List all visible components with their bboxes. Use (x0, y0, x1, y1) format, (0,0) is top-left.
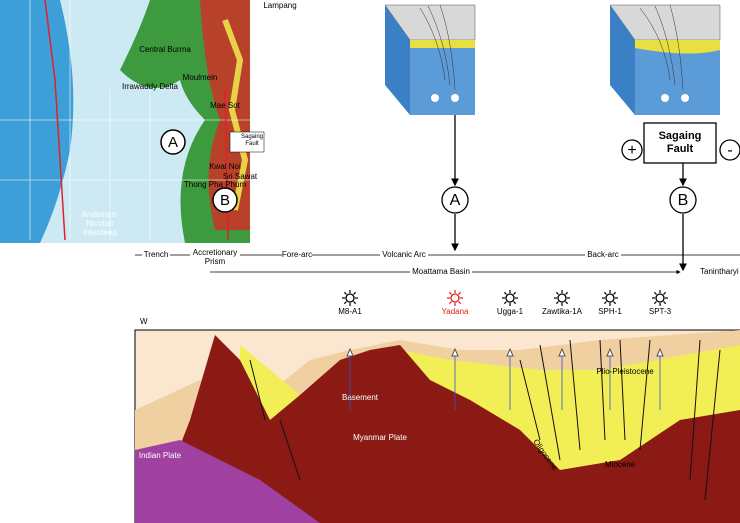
map-label: Irrawaddy Delta (122, 82, 179, 91)
fault-box-label: Sagaing Fault (645, 130, 715, 156)
well-ray (654, 302, 656, 304)
well-ray (556, 292, 558, 294)
map-label: Mae Sot (210, 101, 241, 110)
block-diagram (385, 5, 720, 115)
well-symbol (346, 294, 354, 302)
figure-svg: A B Central Burma Irrawaddy Delta Moulme… (0, 0, 740, 523)
unit-label: Miocene (605, 460, 636, 469)
basin-label: Tanintharyi (700, 267, 739, 276)
map-label: Moulmein (183, 73, 218, 82)
well-label: SPH-1 (598, 307, 622, 316)
well-label: Zawtika-1A (542, 307, 583, 316)
well-ray (514, 302, 516, 304)
well-ray (344, 292, 346, 294)
map-label: Sagaing Fault (237, 134, 267, 148)
zone-label: Fore-arc (282, 250, 312, 259)
well-symbol (451, 294, 459, 302)
well-ray (664, 292, 666, 294)
well-ray (449, 292, 451, 294)
direction-label: W (140, 317, 148, 326)
plus-sign: + (627, 142, 636, 159)
map-marker: B (220, 192, 230, 209)
well-ray (354, 302, 356, 304)
well-ray (354, 292, 356, 294)
zone-label: Back-arc (587, 250, 619, 259)
well-ray (504, 302, 506, 304)
figure: {"map":{"labels":["Central Burma","Irraw… (0, 0, 740, 523)
well-ray (614, 302, 616, 304)
map-label: Kwai Noi (209, 162, 241, 171)
cross-section (135, 330, 740, 523)
well-ray (654, 292, 656, 294)
basin-label: Moattama Basin (412, 267, 470, 276)
well-symbol (606, 294, 614, 302)
well-ray (566, 302, 568, 304)
zone-label: Accretionary Prism (190, 248, 240, 266)
well-ray (614, 292, 616, 294)
well-ray (604, 302, 606, 304)
well-symbol (656, 294, 664, 302)
profile-marker: A (450, 192, 461, 209)
map-label: Andaman-Nicobar Interdeep (75, 210, 125, 237)
well-label: SPT-3 (649, 307, 672, 316)
unit-label: Plio-Pleistocene (596, 367, 654, 376)
map-label: Thong Pha Phum (184, 180, 247, 189)
well-symbol (506, 294, 514, 302)
well-ray (664, 302, 666, 304)
zone-label: Trench (144, 250, 169, 259)
well-ray (459, 302, 461, 304)
minus-sign: - (727, 142, 732, 159)
map-marker: A (168, 134, 178, 151)
well-label: Ugga-1 (497, 307, 524, 316)
map-label: Lampang (263, 1, 296, 10)
well-ray (449, 302, 451, 304)
unit-label: Basement (342, 393, 379, 402)
well-ray (514, 292, 516, 294)
map-label: Central Burma (139, 45, 191, 54)
well-label: Yadana (442, 307, 470, 316)
well-ray (566, 292, 568, 294)
well-ray (504, 292, 506, 294)
well-ray (344, 302, 346, 304)
unit-label: Myanmar Plate (353, 433, 407, 442)
well-label: M8-A1 (338, 307, 362, 316)
well-ray (604, 292, 606, 294)
well-ray (459, 292, 461, 294)
profile-marker: B (678, 192, 689, 209)
zone-label: Volcanic Arc (382, 250, 426, 259)
page: body{margin:0;width:740px;height:523px;o… (0, 0, 740, 523)
unit-label: Indian Plate (139, 451, 182, 460)
well-symbol (558, 294, 566, 302)
well-ray (556, 302, 558, 304)
